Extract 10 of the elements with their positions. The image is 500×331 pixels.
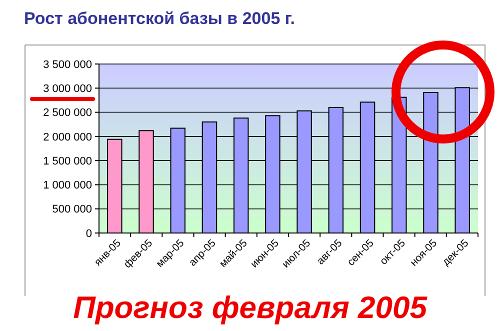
y-tick-label: 1 000 000 <box>43 180 92 192</box>
text: Прогноз февраля 2005 <box>73 290 428 325</box>
y-tick-label: 0 <box>86 228 92 240</box>
chart-title: Рост абонентской базы в 2005 г. <box>24 9 295 28</box>
y-tick-label: 1 500 000 <box>43 155 92 168</box>
y-tick-label: 3 000 000 <box>43 82 92 95</box>
y-tick-label: 2 500 000 <box>43 107 92 120</box>
y-tick-label: 500 000 <box>52 204 92 216</box>
y-tick-label: 2 000 000 <box>43 131 92 144</box>
y-tick-label: 3 500 000 <box>43 58 92 71</box>
